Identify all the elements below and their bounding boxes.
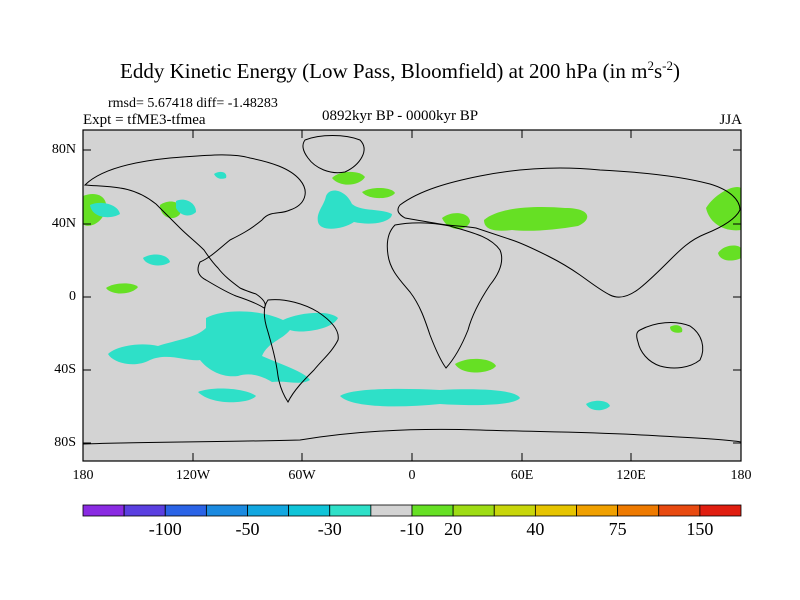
anomaly-fields [83,135,741,461]
axis-ticks [83,130,741,461]
colorbar-label: -10 [400,519,424,539]
rmsd-stats: rmsd= 5.67418 diff= -1.48283 [108,96,278,111]
colorbar-swatch [411,504,454,517]
colorbar: -100 -50 -30 -10 20 40 75 150 [82,504,742,539]
colorbar-label: -30 [318,519,342,539]
lon-label-60e: 60E [510,468,534,483]
lat-label-0: 0 [69,289,76,304]
colorbar-swatch [82,504,125,517]
colorbar-swatch [370,504,413,517]
negative-anomaly-regions [90,171,610,411]
colorbar-label: -100 [149,519,182,539]
colorbar-label: 20 [444,519,462,539]
lon-label-60w: 60W [288,468,316,483]
colorbar-swatch [288,504,331,517]
colorbar-swatch [164,504,207,517]
colorbar-swatch [658,504,701,517]
colorbar-swatch [617,504,660,517]
colorbar-swatch [329,504,372,517]
colorbar-swatch [576,504,619,517]
plot-title: Eddy Kinetic Energy (Low Pass, Bloomfiel… [120,58,680,83]
colorbar-label: 40 [526,519,544,539]
lon-label-120w: 120W [175,468,211,483]
season-label: JJA [719,112,742,128]
lon-label-0: 0 [408,468,416,483]
colorbar-swatch [247,504,290,517]
colorbar-label: 75 [609,519,627,539]
experiment-label: Expt = tfME3-tfmea [83,112,206,128]
coastlines [83,135,741,461]
period-label: 0892kyr BP - 0000kyr BP [322,108,479,124]
colorbar-swatch [699,504,742,517]
colorbar-swatch [123,504,166,517]
lat-label-40n: 40N [51,216,76,231]
lat-label-80n: 80N [51,142,76,157]
lat-label-80s: 80S [54,435,76,450]
lon-label-180e: 180 [730,468,752,483]
colorbar-swatch [493,504,536,517]
colorbar-label: 150 [686,519,713,539]
lon-label-120e: 120E [616,468,646,483]
colorbar-label: -50 [236,519,260,539]
lon-label-180w: 180 [72,468,94,483]
colorbar-swatch [452,504,495,517]
lat-label-40s: 40S [54,362,76,377]
colorbar-swatch [534,504,577,517]
colorbar-swatch [205,504,248,517]
